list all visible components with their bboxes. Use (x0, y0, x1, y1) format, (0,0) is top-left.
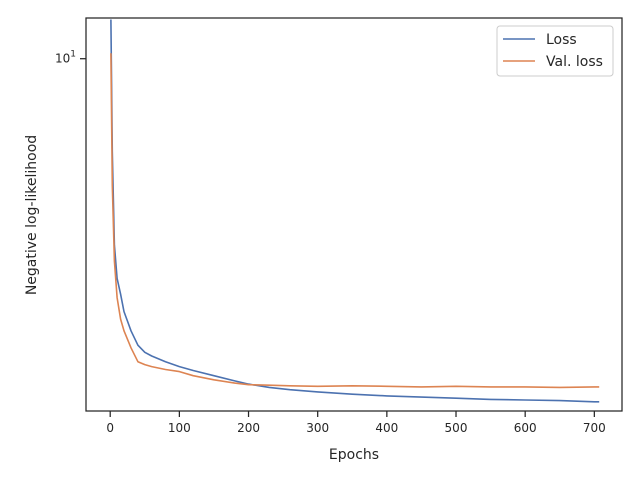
plot-background (86, 18, 622, 411)
x-tick-label: 300 (306, 421, 329, 435)
y-tick-label: 101 (55, 50, 76, 66)
x-tick-label: 400 (375, 421, 398, 435)
x-tick-label: 500 (445, 421, 468, 435)
x-tick-label: 0 (106, 421, 114, 435)
series-line-loss (110, 19, 600, 403)
series-line-val-loss (110, 53, 600, 389)
y-tick-base: 10 (55, 52, 70, 66)
plot-frame (85, 17, 623, 412)
legend-label-val-loss: Val. loss (546, 54, 603, 70)
legend: Loss Val. loss (496, 25, 614, 77)
y-axis: 101 (55, 50, 86, 66)
x-tick-label: 200 (237, 421, 260, 435)
x-axis-label: Epochs (329, 447, 379, 463)
series-layer (110, 19, 600, 403)
legend-label-loss: Loss (546, 32, 577, 48)
x-tick-label: 600 (514, 421, 537, 435)
y-tick-exponent: 1 (70, 50, 76, 60)
y-axis-label: Negative log-likelihood (24, 135, 40, 295)
x-axis: 0 100 200 300 400 500 600 700 (106, 411, 606, 435)
x-tick-label: 700 (583, 421, 606, 435)
x-tick-label: 100 (168, 421, 191, 435)
